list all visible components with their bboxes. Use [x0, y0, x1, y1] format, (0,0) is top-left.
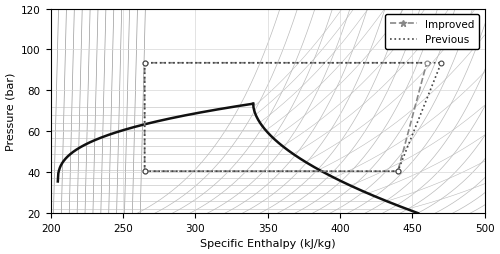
Legend: Improved, Previous: Improved, Previous — [386, 15, 480, 50]
X-axis label: Specific Enthalpy (kJ/kg): Specific Enthalpy (kJ/kg) — [200, 239, 336, 248]
Y-axis label: Pressure (bar): Pressure (bar) — [6, 72, 16, 150]
